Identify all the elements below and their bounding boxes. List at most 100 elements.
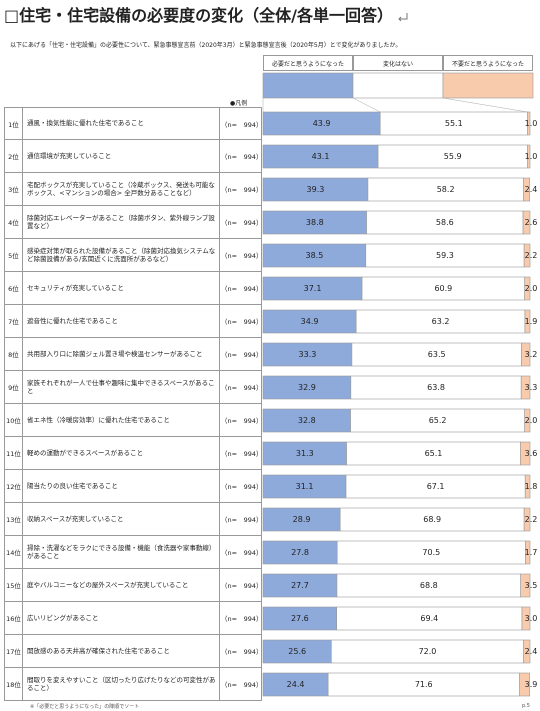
table-row: 8位 共用部入り口に除菌ジェル置き場や検温センサーがあること （n= 994） [4, 338, 262, 371]
page-number: p.5 [522, 703, 530, 709]
item-label: 感染症対策が取られた設備があること（除菌対応換気システムなど除菌設備がある/玄関… [24, 239, 220, 271]
legend-caption: ●凡例 [230, 100, 248, 107]
value-label: 34.9 [301, 317, 319, 326]
bar-segment [523, 639, 531, 664]
return-icon [398, 12, 408, 21]
item-label: 共用部入り口に除菌ジェル置き場や検温センサーがあること [24, 338, 220, 370]
table-row: 16位 広いリビングがあること （n= 994） [4, 602, 262, 635]
legend-label: 不要だと思うようになった [443, 55, 533, 71]
bar-segment [520, 573, 531, 598]
bar-segment [523, 177, 531, 202]
item-label: 掃除・洗濯などをラクにできる設備・機能（食洗器や家事動線）があること [24, 536, 220, 568]
value-label: 24.4 [287, 680, 305, 689]
bar-segment [527, 144, 531, 169]
item-label: 収納スペースが充実していること [24, 503, 220, 535]
rank: 11位 [5, 437, 23, 469]
value-label: 58.6 [436, 218, 454, 227]
table-row: 17位 開放感のある天井高が確保された住宅であること （n= 994） [4, 635, 262, 668]
value-label: 1.0 [525, 152, 538, 161]
sample-size: （n= 994） [221, 648, 263, 656]
value-label: 3.6 [525, 449, 538, 458]
legend-connector [352, 97, 381, 113]
rank: 8位 [5, 338, 23, 370]
subtitle: 以下にあげる「住宅・住宅設備」の必要性について、緊急事態宣言前（2020年3月）… [10, 42, 402, 49]
legend-connector [442, 97, 528, 113]
value-label: 2.0 [525, 416, 538, 425]
value-label: 55.9 [444, 152, 462, 161]
value-label: 2.6 [525, 218, 538, 227]
value-label: 59.3 [436, 251, 454, 260]
rank: 3位 [5, 173, 23, 205]
item-label: 広いリビングがあること [24, 602, 220, 634]
item-label: 開放感のある天井高が確保された住宅であること [24, 635, 220, 667]
table-row: 6位 セキュリティが充実していること （n= 994） [4, 272, 262, 305]
rank: 10位 [5, 404, 23, 436]
value-label: 1.8 [525, 482, 538, 491]
value-label: 25.6 [288, 647, 306, 656]
table-row: 5位 感染症対策が取られた設備があること（除菌対応換気システムなど除菌設備がある/… [4, 239, 262, 272]
value-label: 1.7 [525, 548, 538, 557]
sample-size: （n= 994） [221, 483, 263, 491]
rank: 7位 [5, 305, 23, 337]
item-label: 除菌対応エレベーターがあること（除菌ボタン、紫外線ランプ設置など） [24, 206, 220, 238]
rank: 1位 [5, 108, 23, 139]
title-text: □住宅・住宅設備の必要度の変化（全体/各単一回答） [4, 6, 393, 25]
table-row: 13位 収納スペースが充実していること （n= 994） [4, 503, 262, 536]
sample-size: （n= 994） [221, 384, 263, 392]
bar-segment [519, 672, 531, 697]
value-label: 63.5 [428, 350, 446, 359]
item-label: 庭やバルコニーなどの屋外スペースが充実していること [24, 569, 220, 601]
bar-segment [520, 441, 531, 466]
value-label: 28.9 [293, 515, 311, 524]
legend-label: 必要だと思うようになった [263, 55, 353, 71]
value-label: 63.2 [432, 317, 450, 326]
table-row: 18位 間取りを変えやすいこと（区切ったり広げたりなどの可変性があること） （n= … [4, 668, 262, 701]
value-label: 3.0 [525, 614, 538, 623]
value-label: 32.8 [298, 416, 316, 425]
bar-segment [520, 375, 531, 400]
value-label: 68.8 [420, 581, 438, 590]
value-label: 58.2 [437, 185, 455, 194]
item-label: セキュリティが充実していること [24, 272, 220, 304]
value-label: 68.9 [423, 515, 441, 524]
item-label: 遮音性に優れた住宅であること [24, 305, 220, 337]
sample-size: （n= 994） [221, 417, 263, 425]
value-label: 33.3 [299, 350, 317, 359]
sample-size: （n= 994） [221, 549, 263, 557]
bar-segment [521, 342, 531, 367]
value-label: 1.0 [525, 119, 538, 128]
sample-size: （n= 994） [221, 219, 263, 227]
bar-segment [523, 243, 531, 268]
value-label: 67.1 [427, 482, 445, 491]
table-row: 11位 軽めの運動ができるスペースがあること （n= 994） [4, 437, 262, 470]
value-label: 39.3 [307, 185, 325, 194]
sample-size: （n= 994） [221, 318, 263, 326]
value-label: 31.3 [296, 449, 314, 458]
value-label: 27.6 [291, 614, 309, 623]
table-row: 4位 除菌対応エレベーターがあること（除菌ボタン、紫外線ランプ設置など） （n= 9… [4, 206, 262, 239]
item-label: 省エネ性（冷暖房効率）に優れた住宅であること [24, 404, 220, 436]
item-label: 宅配ボックスが充実していること（冷蔵ボックス、発送も可能なボックス、<マンション… [24, 173, 220, 205]
rank: 9位 [5, 371, 23, 403]
value-label: 3.5 [525, 581, 538, 590]
sample-size: （n= 994） [221, 186, 263, 194]
table-row: 10位 省エネ性（冷暖房効率）に優れた住宅であること （n= 994） [4, 404, 262, 437]
value-label: 43.1 [312, 152, 330, 161]
value-label: 69.4 [420, 614, 438, 623]
value-label: 55.1 [445, 119, 463, 128]
legend-label: 変化はない [353, 55, 443, 71]
item-label: 通風・換気性能に優れた住宅であること [24, 108, 220, 139]
value-label: 60.9 [434, 284, 452, 293]
sample-size: （n= 994） [221, 120, 263, 129]
legend-swatch [442, 72, 534, 99]
value-label: 2.2 [525, 251, 538, 260]
value-label: 31.1 [296, 482, 314, 491]
bar-segment [523, 507, 531, 532]
rank: 17位 [5, 635, 23, 667]
bar-segment [522, 210, 531, 235]
sample-size: （n= 994） [221, 681, 263, 689]
bar-segment [525, 540, 531, 565]
value-label: 3.3 [525, 383, 538, 392]
note: ※「必要だと思うようになった」の降順でソート [30, 704, 140, 710]
